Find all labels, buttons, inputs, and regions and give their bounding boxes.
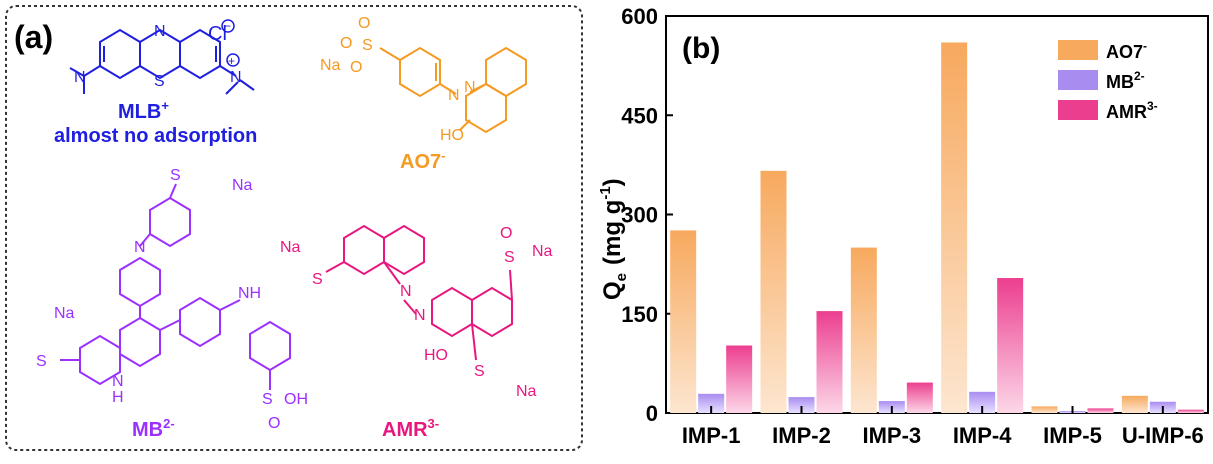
svg-text:S: S: [170, 167, 181, 184]
svg-text:N: N: [400, 283, 412, 300]
panel-a: (a) N S N N Cl + − MLB+ almost no adsorp…: [0, 0, 590, 459]
amr-atoms: Na Na Na S S S N N HO O: [280, 225, 553, 400]
bars: [670, 42, 1204, 413]
bar-mb-imp-1: [698, 393, 725, 413]
panel-b-label: (b): [682, 32, 720, 65]
mlb-structure: [69, 28, 255, 95]
x-tick-label: IMP-2: [772, 423, 831, 448]
svg-text:OH: OH: [284, 391, 308, 408]
bar-mb-imp-4: [969, 391, 996, 413]
svg-text:H: H: [112, 389, 124, 406]
svg-text:O: O: [268, 415, 280, 432]
ao7-atoms: Na S O O O N N HO: [320, 15, 476, 144]
legend-label-mb: MB2-: [1106, 69, 1145, 92]
svg-text:Na: Na: [232, 177, 253, 194]
mb-name: MB2-: [132, 416, 175, 441]
svg-text:N: N: [112, 373, 124, 390]
svg-text:N: N: [414, 307, 426, 324]
svg-text:N: N: [448, 87, 460, 104]
ao7-name: AO7-: [400, 148, 445, 173]
x-ticks: IMP-1 IMP-2 IMP-3 IMP-4 IMP-5 U-IMP-6: [682, 406, 1204, 448]
svg-text:HO: HO: [424, 347, 448, 364]
structures-figure: (a) N S N N Cl + − MLB+ almost no adsorp…: [5, 5, 583, 451]
svg-text:O: O: [340, 35, 352, 52]
bar-amr-imp-2: [816, 311, 843, 413]
legend-swatch-mb: [1058, 70, 1098, 90]
bar-amr-imp-3: [906, 382, 933, 413]
svg-text:O: O: [500, 225, 512, 242]
svg-text:N: N: [74, 69, 86, 86]
svg-text:HO: HO: [440, 127, 464, 144]
svg-text:N: N: [154, 23, 166, 40]
y-tick-label: 0: [646, 401, 658, 426]
mlb-atoms: N S N N Cl + −: [74, 19, 242, 90]
mlb-name: MLB+: [118, 98, 169, 123]
bar-ao7-imp-2: [760, 170, 787, 413]
svg-text:N: N: [134, 239, 146, 256]
y-tick-label: 450: [621, 103, 658, 128]
y-tick-label: 150: [621, 302, 658, 327]
mlb-note: almost no adsorption: [54, 125, 257, 147]
bar-amr-u-imp-6: [1177, 409, 1204, 413]
svg-text:O: O: [350, 59, 362, 76]
ao7-structure: [379, 46, 527, 134]
bar-mb-imp-2: [788, 397, 815, 413]
y-tick-label: 600: [621, 4, 658, 29]
svg-text:S: S: [474, 363, 485, 380]
amr-name: AMR3-: [382, 416, 439, 441]
svg-text:Na: Na: [280, 239, 301, 256]
x-tick-label: IMP-4: [953, 423, 1012, 448]
svg-text:S: S: [362, 37, 373, 54]
svg-text:Na: Na: [54, 305, 75, 322]
svg-text:Na: Na: [516, 383, 537, 400]
legend-label-ao7: AO7-: [1106, 39, 1147, 62]
panel-a-label: (a): [14, 19, 53, 55]
svg-text:S: S: [154, 73, 165, 90]
bar-ao7-imp-4: [941, 42, 968, 413]
panel-b: (b) Qe(mg g-1) 0 150 300 450 600 IMP-1 IMP-2 I…: [590, 0, 1213, 459]
bar-amr-imp-1: [726, 345, 753, 413]
svg-text:Na: Na: [320, 57, 341, 74]
legend: AO7- MB2- AMR3-: [1058, 39, 1158, 122]
mb-atoms: Na Na S S S N NH N H OH O: [36, 167, 308, 432]
bar-ao7-imp-5: [1031, 406, 1058, 413]
mb-structure: [60, 183, 291, 390]
bar-ao7-imp-1: [670, 230, 697, 413]
y-axis-label: Qe(mg g-1): [597, 178, 630, 300]
svg-text:N: N: [230, 69, 242, 86]
svg-text:S: S: [36, 353, 47, 370]
x-tick-label: U-IMP-6: [1122, 423, 1204, 448]
x-tick-label: IMP-3: [862, 423, 921, 448]
legend-swatch-ao7: [1058, 40, 1098, 60]
svg-text:+: +: [228, 54, 235, 68]
bar-amr-imp-4: [997, 278, 1024, 413]
legend-swatch-amr: [1058, 100, 1098, 120]
svg-text:S: S: [312, 271, 323, 288]
bar-ao7-u-imp-6: [1121, 395, 1148, 413]
x-tick-label: IMP-1: [682, 423, 741, 448]
svg-text:N: N: [464, 79, 476, 96]
svg-text:Na: Na: [532, 243, 553, 260]
panel-a-border: [5, 5, 583, 451]
svg-text:S: S: [504, 249, 515, 266]
bar-amr-imp-5: [1087, 408, 1114, 413]
svg-text:−: −: [224, 19, 231, 33]
amr-structure: [325, 224, 513, 361]
svg-text:NH: NH: [238, 285, 261, 302]
x-tick-label: IMP-5: [1043, 423, 1102, 448]
svg-text:S: S: [262, 391, 273, 408]
svg-text:O: O: [358, 15, 370, 32]
legend-label-amr: AMR3-: [1106, 99, 1158, 122]
y-tick-label: 300: [621, 203, 658, 228]
y-ticks: 0 150 300 450 600: [621, 4, 673, 426]
bar-ao7-imp-3: [850, 247, 877, 413]
